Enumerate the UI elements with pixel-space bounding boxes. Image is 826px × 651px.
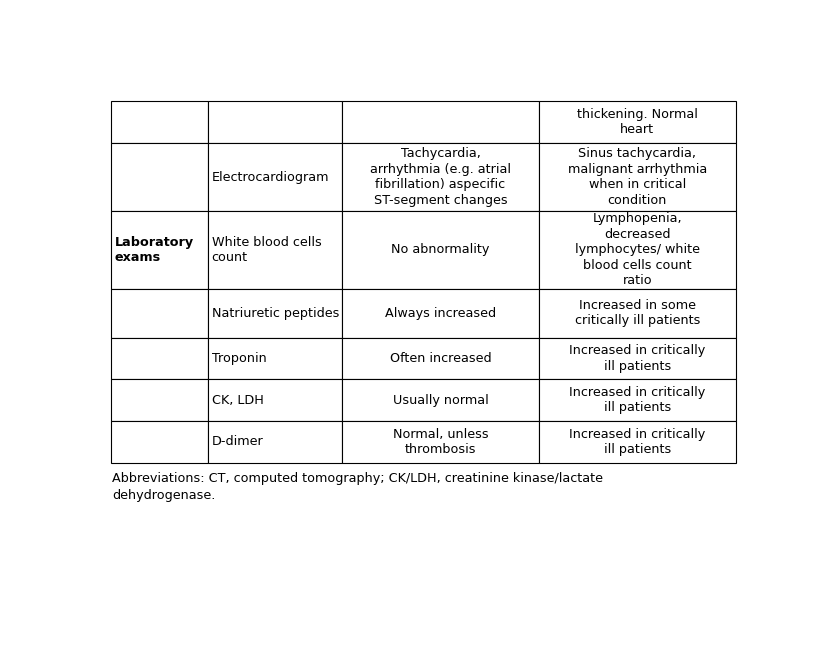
Text: No abnormality: No abnormality — [392, 243, 490, 256]
Text: Increased in critically
ill patients: Increased in critically ill patients — [569, 428, 705, 456]
Bar — [342, 380, 539, 421]
Bar — [111, 101, 208, 143]
Bar — [208, 288, 342, 338]
Bar — [111, 421, 208, 463]
Bar — [208, 380, 342, 421]
Bar — [342, 143, 539, 211]
Text: CK, LDH: CK, LDH — [211, 394, 263, 407]
Text: Natriuretic peptides: Natriuretic peptides — [211, 307, 339, 320]
Bar — [539, 143, 736, 211]
Text: Electrocardiogram: Electrocardiogram — [211, 171, 329, 184]
Bar — [111, 288, 208, 338]
Text: Often increased: Often increased — [390, 352, 491, 365]
Text: White blood cells
count: White blood cells count — [211, 236, 321, 264]
Bar — [539, 421, 736, 463]
Bar — [111, 380, 208, 421]
Bar — [342, 421, 539, 463]
Bar — [111, 211, 208, 288]
Bar — [539, 101, 736, 143]
Bar — [539, 338, 736, 380]
Text: Usually normal: Usually normal — [392, 394, 488, 407]
Bar — [342, 288, 539, 338]
Text: Normal, unless
thrombosis: Normal, unless thrombosis — [392, 428, 488, 456]
Text: Always increased: Always increased — [385, 307, 496, 320]
Text: Troponin: Troponin — [211, 352, 266, 365]
Bar — [342, 211, 539, 288]
Bar — [539, 288, 736, 338]
Text: Increased in critically
ill patients: Increased in critically ill patients — [569, 386, 705, 415]
Bar — [111, 143, 208, 211]
Text: thickening. Normal
heart: thickening. Normal heart — [577, 107, 698, 136]
Text: Lymphopenia,
decreased
lymphocytes/ white
blood cells count
ratio: Lymphopenia, decreased lymphocytes/ whit… — [575, 212, 700, 287]
Bar — [208, 338, 342, 380]
Text: Tachycardia,
arrhythmia (e.g. atrial
fibrillation) aspecific
ST-segment changes: Tachycardia, arrhythmia (e.g. atrial fib… — [370, 147, 511, 207]
Bar — [208, 211, 342, 288]
Text: D-dimer: D-dimer — [211, 436, 263, 449]
Bar — [208, 143, 342, 211]
Bar — [208, 101, 342, 143]
Text: Increased in some
critically ill patients: Increased in some critically ill patient… — [575, 299, 700, 327]
Text: Increased in critically
ill patients: Increased in critically ill patients — [569, 344, 705, 373]
Text: Abbreviations: CT, computed tomography; CK/LDH, creatinine kinase/lactate
dehydr: Abbreviations: CT, computed tomography; … — [112, 471, 603, 502]
Text: Sinus tachycardia,
malignant arrhythmia
when in critical
condition: Sinus tachycardia, malignant arrhythmia … — [567, 147, 707, 207]
Text: Laboratory
exams: Laboratory exams — [115, 236, 194, 264]
Bar — [539, 211, 736, 288]
Bar — [342, 101, 539, 143]
Bar — [111, 338, 208, 380]
Bar — [539, 380, 736, 421]
Bar — [208, 421, 342, 463]
Bar — [342, 338, 539, 380]
